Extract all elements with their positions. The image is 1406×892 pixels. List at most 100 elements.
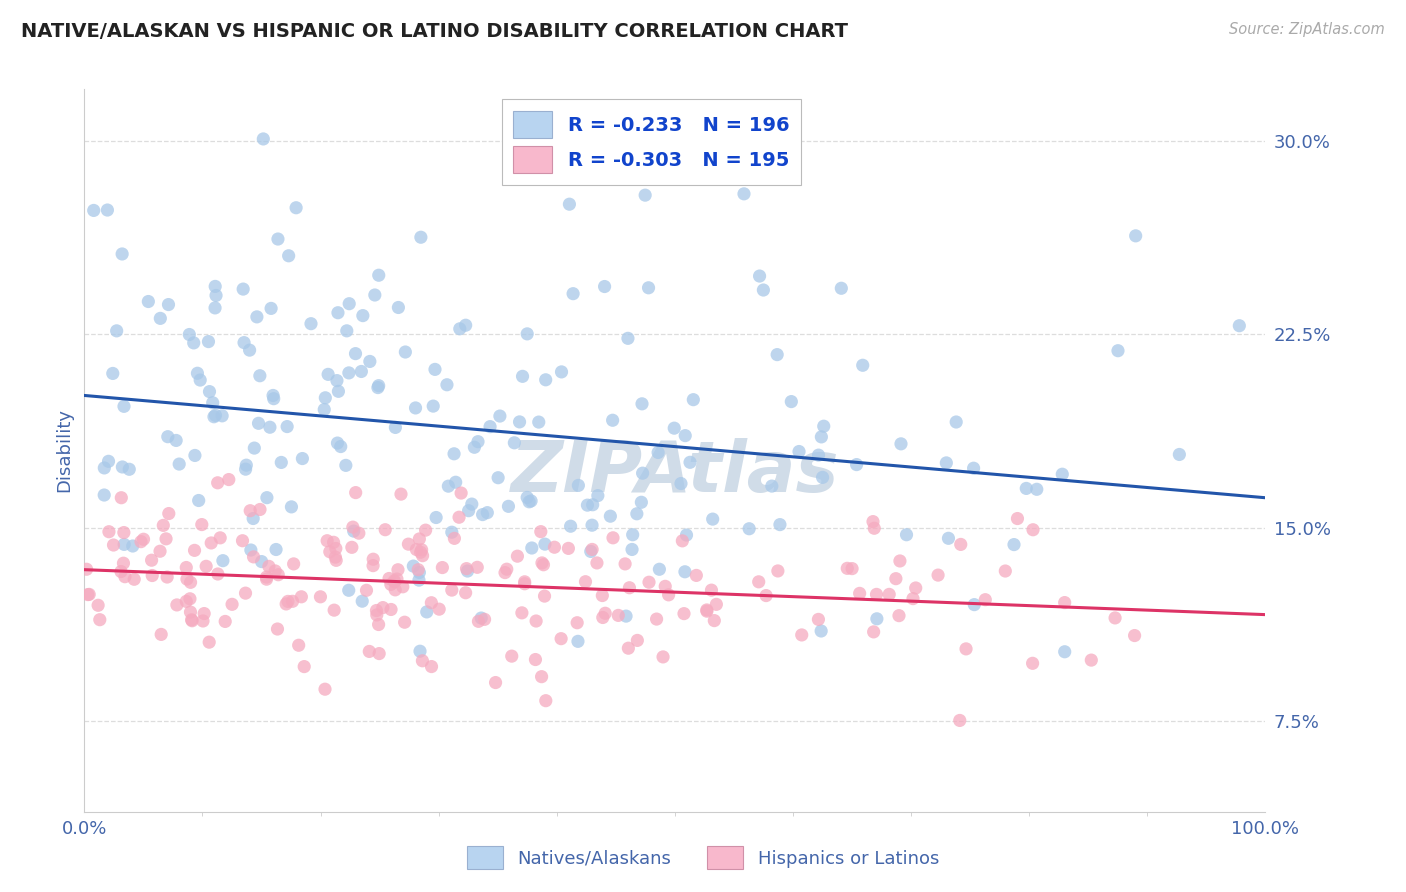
Point (513, 574, 536, 589)
Point (621, 527, 644, 541)
Point (316, 533, 339, 548)
Point (387, 301, 409, 315)
Point (207, 475, 229, 490)
Point (422, 399, 444, 413)
Point (461, 497, 484, 511)
Point (103, 538, 125, 552)
Point (955, 641, 977, 656)
Point (368, 647, 391, 661)
Point (467, 434, 489, 449)
Point (813, 419, 835, 434)
Point (188, 373, 211, 387)
Point (810, 624, 832, 638)
Point (456, 561, 478, 575)
Point (291, 451, 314, 466)
Point (748, 574, 770, 589)
Point (415, 523, 437, 537)
Point (637, 281, 659, 295)
Point (141, 553, 163, 567)
Point (447, 510, 470, 524)
Point (246, 310, 269, 324)
Point (266, 622, 288, 636)
Point (187, 493, 209, 508)
Point (582, 498, 605, 512)
Point (443, 447, 465, 461)
Point (486, 471, 509, 485)
Point (848, 586, 870, 600)
Point (520, 541, 543, 555)
Point (866, 612, 889, 626)
Point (626, 633, 648, 648)
Point (202, 409, 225, 424)
Point (938, 531, 960, 545)
Point (560, 519, 582, 533)
Point (702, 512, 724, 526)
Point (614, 557, 637, 571)
Point (112, 556, 135, 570)
Point (367, 268, 389, 283)
Text: NATIVE/ALASKAN VS HISPANIC OR LATINO DISABILITY CORRELATION CHART: NATIVE/ALASKAN VS HISPANIC OR LATINO DIS… (21, 22, 848, 41)
Point (463, 440, 485, 454)
Legend: R = -0.233   N = 196, R = -0.303   N = 195: R = -0.233 N = 196, R = -0.303 N = 195 (502, 99, 801, 185)
Point (132, 533, 155, 547)
Point (471, 508, 494, 522)
Point (766, 564, 789, 578)
Point (669, 476, 692, 491)
Point (607, 608, 630, 623)
Point (614, 609, 637, 624)
Point (516, 491, 538, 505)
Point (420, 659, 443, 673)
Point (654, 579, 676, 593)
Point (112, 537, 135, 551)
Point (586, 556, 609, 570)
Point (197, 334, 219, 349)
Point (122, 572, 145, 586)
Point (790, 628, 813, 642)
Point (1123, 629, 1146, 643)
Point (323, 603, 346, 617)
Point (810, 430, 832, 444)
Point (256, 572, 278, 586)
Point (592, 610, 614, 624)
Point (562, 286, 585, 301)
Point (263, 392, 285, 406)
Point (489, 409, 512, 423)
Point (176, 572, 198, 586)
Point (935, 456, 957, 470)
Point (443, 532, 465, 546)
Point (593, 607, 616, 621)
Point (141, 568, 163, 582)
Point (841, 561, 863, 575)
Point (1104, 611, 1126, 625)
Point (1080, 653, 1102, 667)
Point (344, 485, 367, 500)
Point (249, 368, 271, 383)
Point (235, 458, 257, 472)
Point (416, 605, 439, 619)
Point (280, 500, 302, 514)
Point (412, 549, 434, 563)
Point (325, 553, 347, 567)
Point (887, 608, 910, 623)
Point (356, 583, 378, 598)
Point (378, 572, 401, 586)
Point (110, 491, 132, 505)
Point (769, 517, 792, 532)
Point (1015, 482, 1038, 496)
Point (517, 495, 540, 509)
Point (477, 506, 499, 520)
Point (617, 641, 640, 656)
Point (524, 652, 547, 666)
Point (366, 603, 388, 617)
Point (889, 554, 911, 568)
Point (673, 428, 696, 442)
Point (211, 409, 233, 423)
Point (212, 554, 235, 568)
Point (157, 297, 180, 311)
Point (366, 607, 388, 622)
Point (501, 649, 523, 664)
Point (586, 489, 609, 503)
Point (257, 559, 280, 574)
Point (949, 714, 972, 728)
Point (533, 558, 555, 572)
